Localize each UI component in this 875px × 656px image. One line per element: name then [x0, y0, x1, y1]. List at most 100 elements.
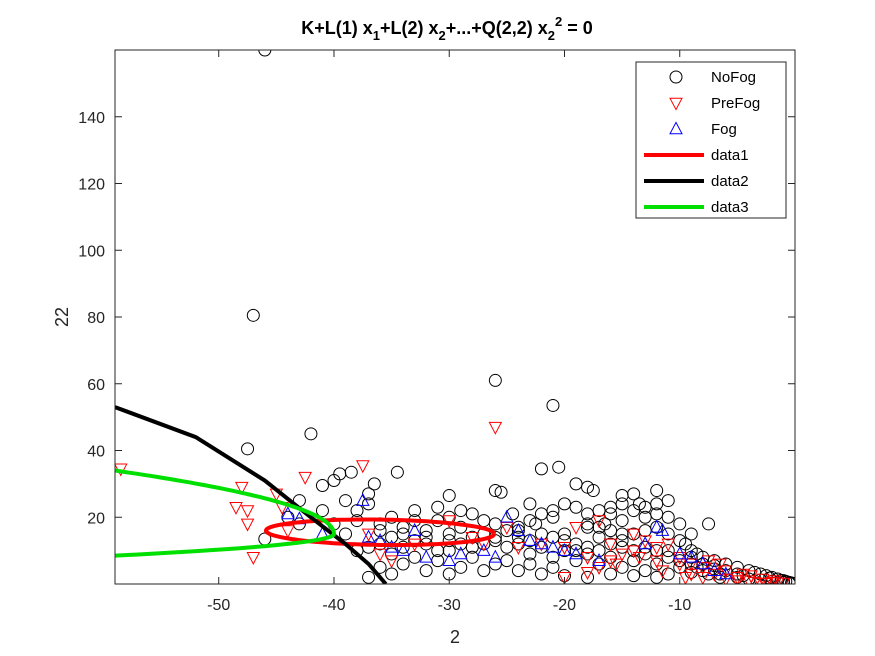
legend: NoFog PreFog Fog data1 data2 data3 [635, 61, 787, 219]
nofog-point [592, 504, 606, 518]
fog-point [534, 536, 549, 550]
prefog-point [755, 573, 770, 584]
prefog-point [672, 552, 687, 565]
nofog-point [304, 427, 318, 441]
fog-point [453, 546, 468, 560]
nofog-point [776, 575, 790, 584]
legend-box [635, 61, 787, 219]
nofog-point [385, 510, 399, 524]
fog-point [442, 552, 457, 566]
fog-point [500, 509, 514, 523]
prefog-point [655, 565, 670, 579]
nofog-point [523, 547, 537, 561]
nofog-point [684, 527, 698, 541]
fog-point [361, 529, 376, 543]
chart-title: K+L(1) x1+L(2) x2+...+Q(2,2) x22 = 0 [301, 14, 593, 43]
nofog-point [702, 517, 716, 531]
nofog-point [367, 477, 381, 491]
legend-label-data1: data1 [711, 147, 749, 164]
x-tick-label: -30 [438, 597, 461, 614]
title-subscript-2: 2 [439, 28, 446, 43]
fog-point [511, 522, 526, 536]
nofog-point [396, 540, 410, 554]
prefog-point [744, 570, 759, 584]
nofog-point [431, 500, 445, 514]
fog-point [695, 556, 710, 570]
nofog-point [241, 442, 255, 456]
nofog-point [523, 514, 537, 528]
x-axis-label: 2 [450, 627, 460, 647]
prefog-point [281, 525, 295, 539]
nofog-point [477, 564, 491, 578]
legend-label-prefog: PreFog [711, 95, 760, 112]
nofog-point [534, 567, 548, 581]
prefog-point [465, 531, 480, 545]
title-subscript-3: 2 [548, 28, 555, 43]
y-tick-label: 100 [78, 243, 105, 260]
nofog-point [339, 527, 353, 541]
nofog-point [534, 507, 548, 521]
nofog-point [419, 564, 433, 578]
nofog-point [327, 474, 341, 488]
nofog-point [494, 485, 508, 499]
nofog-point [650, 484, 664, 498]
nofog-point [627, 569, 641, 583]
nofog-point [557, 534, 571, 548]
fog-point [649, 519, 664, 533]
nofog-point [650, 497, 664, 511]
nofog-point [534, 540, 548, 554]
prefog-point [661, 538, 676, 552]
prefog-point [384, 555, 399, 569]
nofog-point [246, 308, 260, 322]
prefog-point [511, 541, 526, 555]
prefog-point [488, 421, 503, 435]
prefog-point [603, 555, 618, 569]
nofog-point [442, 489, 456, 503]
nofog-point [511, 564, 525, 578]
nofog-point [557, 497, 571, 511]
legend-label-nofog: NoFog [711, 69, 756, 86]
fog-point [488, 549, 503, 563]
nofog-point [419, 524, 433, 538]
prefog-point [569, 521, 583, 535]
prefog-point [609, 558, 624, 572]
prefog-point [229, 501, 243, 515]
nofog-point [627, 554, 641, 568]
prefog-point [649, 541, 664, 555]
prefog-point [747, 577, 762, 584]
nofog-point [782, 576, 795, 584]
prefog-point [580, 552, 595, 565]
prefog-point [246, 552, 261, 565]
prefog-point [736, 568, 750, 582]
data3-curve [115, 468, 337, 558]
fog-point [719, 566, 733, 580]
nofog-point [581, 570, 595, 584]
nofog-point [546, 550, 560, 564]
prefog-point [695, 562, 710, 575]
fog-point [355, 492, 370, 506]
prefog-point [603, 538, 618, 552]
title-superscript: 2 [555, 14, 562, 29]
fog-point [592, 552, 606, 566]
nofog-point [661, 527, 675, 541]
title-part-end: = 0 [562, 18, 593, 38]
title-subscript-1: 1 [373, 28, 380, 43]
nofog-point [552, 460, 566, 474]
prefog-point [632, 552, 647, 565]
nofog-point [258, 50, 272, 57]
fog-point [407, 522, 422, 536]
nofog-point [592, 544, 606, 558]
fog-point [638, 536, 652, 550]
fog-point [707, 562, 722, 576]
title-part-mid-1: +L(2) x [380, 18, 439, 38]
fog-point [523, 532, 537, 546]
prefog-point [707, 568, 722, 582]
fog-point [569, 546, 583, 560]
nofog-point [638, 564, 652, 578]
nofog-point [569, 554, 583, 568]
prefog-point [592, 562, 606, 575]
nofog-point [650, 544, 664, 558]
nofog-point [586, 484, 600, 498]
nofog-point [673, 517, 687, 531]
